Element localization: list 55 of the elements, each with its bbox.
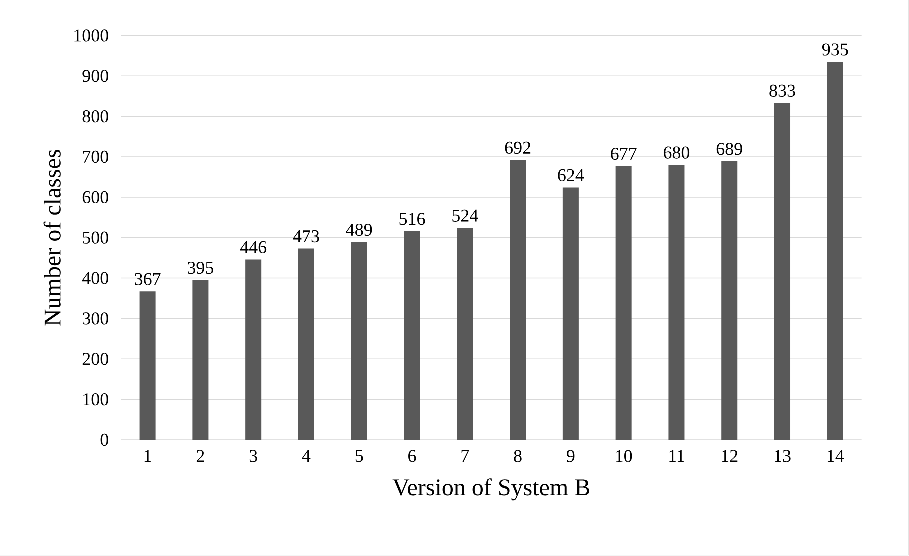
y-tick-label: 500 — [83, 232, 108, 244]
x-tick-label: 7 — [462, 450, 470, 462]
data-label: 833 — [770, 84, 796, 98]
data-label: 367 — [135, 273, 161, 286]
x-tick-label: 6 — [408, 450, 416, 462]
bar — [774, 103, 791, 440]
data-label: 624 — [558, 170, 584, 182]
x-tick-label: 1 — [144, 450, 152, 462]
x-tick-label: 3 — [250, 450, 258, 462]
x-tick-label: 4 — [302, 450, 311, 462]
bar — [351, 242, 368, 440]
bar — [404, 232, 420, 440]
data-label: 473 — [293, 230, 320, 243]
x-axis-title: Version of System B — [392, 478, 590, 501]
bar — [192, 280, 209, 440]
data-label: 935 — [822, 44, 848, 56]
y-tick-label: 700 — [83, 151, 108, 164]
bar — [510, 160, 526, 440]
x-tick-label: 9 — [567, 450, 575, 462]
x-tick-label: 11 — [670, 450, 684, 462]
y-tick-label: 200 — [82, 353, 108, 366]
bar — [668, 165, 685, 440]
data-label: 446 — [240, 241, 267, 254]
bar — [298, 248, 314, 440]
x-tick-label: 2 — [196, 450, 204, 462]
data-label: 689 — [716, 143, 742, 156]
bar — [246, 260, 262, 440]
bar — [140, 292, 156, 440]
bar — [616, 166, 632, 440]
bar — [562, 188, 579, 440]
x-tick-label: 14 — [828, 450, 844, 462]
x-tick-label: 10 — [616, 450, 632, 462]
data-label: 516 — [400, 213, 426, 226]
bar — [827, 62, 844, 440]
data-label: 395 — [188, 262, 214, 274]
y-axis-title: Number of classes — [44, 150, 61, 326]
y-tick-label: 900 — [82, 70, 108, 82]
data-label: 680 — [664, 146, 690, 159]
y-tick-label: 400 — [82, 272, 108, 284]
data-label: 524 — [452, 210, 478, 222]
y-tick-label: 800 — [82, 110, 108, 123]
y-tick-label: 0 — [100, 434, 108, 446]
x-tick-label: 13 — [775, 450, 791, 462]
bar — [722, 162, 738, 440]
x-tick-label: 5 — [356, 450, 364, 462]
y-tick-label: 300 — [82, 312, 108, 325]
data-label: 677 — [611, 148, 637, 160]
x-tick-label: 8 — [514, 450, 522, 462]
x-tick-label: 12 — [722, 450, 738, 462]
y-tick-label: 600 — [82, 191, 108, 204]
bar — [457, 228, 474, 440]
data-label: 692 — [505, 142, 531, 154]
data-label: 489 — [346, 224, 372, 236]
y-tick-label: 1000 — [74, 30, 108, 42]
y-tick-label: 100 — [84, 394, 108, 406]
